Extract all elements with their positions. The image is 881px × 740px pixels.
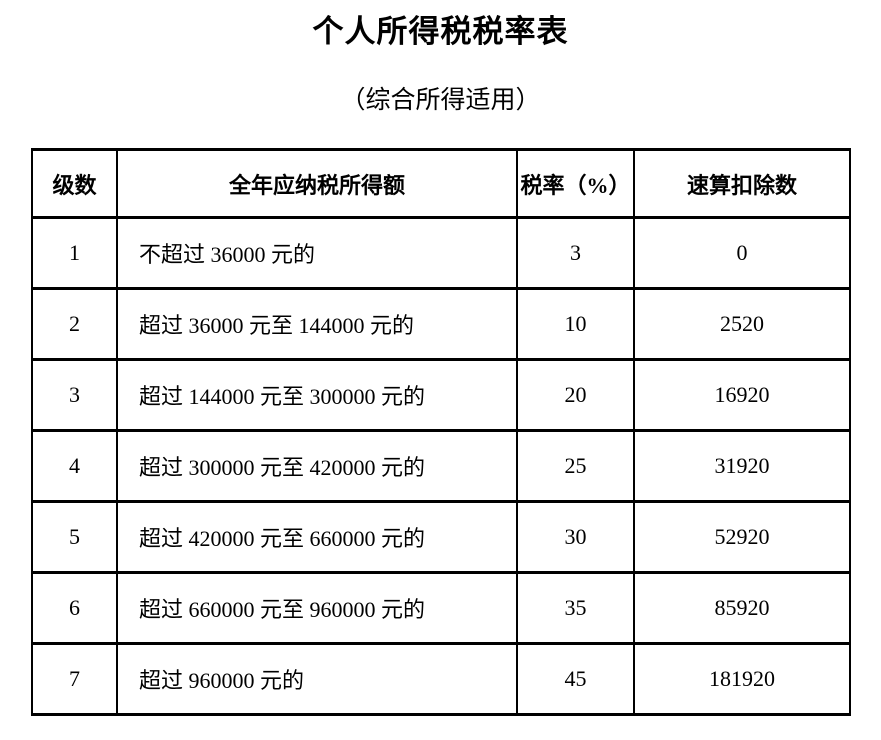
cell-level: 3: [31, 358, 118, 433]
table-row: 1 不超过 36000 元的 3 0: [31, 216, 851, 291]
cell-rate: 45: [516, 642, 635, 717]
cell-deduction: 85920: [633, 571, 851, 646]
cell-deduction: 181920: [633, 642, 851, 717]
cell-rate: 25: [516, 429, 635, 504]
table-row: 6 超过 660000 元至 960000 元的 35 85920: [31, 571, 851, 646]
cell-income: 超过 420000 元至 660000 元的: [116, 500, 518, 575]
cell-level: 5: [31, 500, 118, 575]
cell-income: 超过 300000 元至 420000 元的: [116, 429, 518, 504]
cell-deduction: 2520: [633, 287, 851, 362]
cell-level: 2: [31, 287, 118, 362]
cell-rate: 35: [516, 571, 635, 646]
column-header-deduction: 速算扣除数: [633, 148, 851, 220]
column-header-income: 全年应纳税所得额: [116, 148, 518, 220]
cell-income: 超过 36000 元至 144000 元的: [116, 287, 518, 362]
cell-level: 4: [31, 429, 118, 504]
tax-rate-table: 级数 全年应纳税所得额 税率（%） 速算扣除数 1 不超过 36000 元的 3…: [31, 148, 851, 717]
cell-income: 不超过 36000 元的: [116, 216, 518, 291]
cell-deduction: 16920: [633, 358, 851, 433]
cell-level: 1: [31, 216, 118, 291]
cell-income: 超过 960000 元的: [116, 642, 518, 717]
table-row: 2 超过 36000 元至 144000 元的 10 2520: [31, 287, 851, 362]
cell-rate: 10: [516, 287, 635, 362]
cell-level: 7: [31, 642, 118, 717]
table-row: 3 超过 144000 元至 300000 元的 20 16920: [31, 358, 851, 433]
table-row: 5 超过 420000 元至 660000 元的 30 52920: [31, 500, 851, 575]
page-subtitle: （综合所得适用）: [340, 86, 541, 114]
page-title: 个人所得税税率表: [312, 14, 569, 49]
cell-income: 超过 144000 元至 300000 元的: [116, 358, 518, 433]
column-header-level: 级数: [31, 148, 118, 220]
table-row: 7 超过 960000 元的 45 181920: [31, 642, 851, 717]
cell-deduction: 0: [633, 216, 851, 291]
cell-level: 6: [31, 571, 118, 646]
cell-rate: 20: [516, 358, 635, 433]
table-header-row: 级数 全年应纳税所得额 税率（%） 速算扣除数: [31, 148, 851, 220]
cell-deduction: 52920: [633, 500, 851, 575]
column-header-rate: 税率（%）: [516, 148, 635, 220]
table-row: 4 超过 300000 元至 420000 元的 25 31920: [31, 429, 851, 504]
cell-rate: 3: [516, 216, 635, 291]
cell-deduction: 31920: [633, 429, 851, 504]
cell-income: 超过 660000 元至 960000 元的: [116, 571, 518, 646]
cell-rate: 30: [516, 500, 635, 575]
